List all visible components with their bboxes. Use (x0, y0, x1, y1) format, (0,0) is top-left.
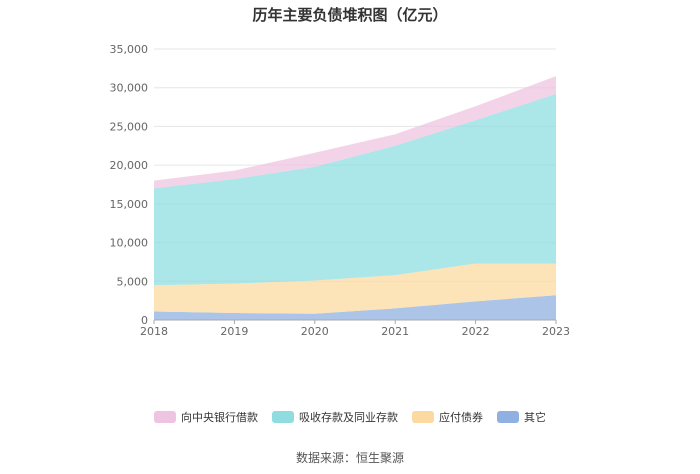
data-source: 数据来源：恒生聚源 (295, 451, 404, 465)
legend-item[interactable]: 应付债券 (412, 409, 483, 425)
x-tick-label: 2021 (381, 325, 409, 338)
legend-swatch (497, 411, 519, 423)
legend-item[interactable]: 其它 (497, 409, 546, 425)
x-tick-label: 2020 (301, 325, 329, 338)
legend-label: 其它 (524, 411, 546, 424)
y-tick-label: 0 (141, 314, 148, 327)
legend: 向中央银行借款 吸收存款及同业存款 应付债券 其它 (0, 409, 700, 425)
y-tick-label: 15,000 (110, 198, 149, 211)
x-tick-label: 2019 (220, 325, 248, 338)
axes: 0 5,000 10,000 15,000 20,000 25,000 30,000 35,0… (110, 43, 571, 338)
x-tick-label: 2022 (462, 325, 490, 338)
y-tick-label: 35,000 (110, 43, 149, 56)
y-tick-label: 30,000 (110, 82, 149, 95)
legend-label: 吸收存款及同业存款 (299, 411, 398, 424)
area-应付债券 (154, 263, 556, 314)
y-tick-label: 25,000 (110, 120, 149, 133)
area-series (154, 76, 556, 320)
area-吸收存款及同业存款 (154, 93, 556, 286)
legend-item[interactable]: 向中央银行借款 (154, 409, 258, 425)
legend-label: 应付债券 (439, 411, 483, 424)
x-tick-label: 2018 (140, 325, 168, 338)
chart-title: 历年主要负债堆积图（亿元） (252, 6, 448, 24)
legend-swatch (154, 411, 176, 423)
area-其它 (154, 295, 556, 320)
legend-swatch (272, 411, 294, 423)
area-向中央银行借款 (154, 76, 556, 189)
legend-label: 向中央银行借款 (181, 411, 258, 424)
legend-item[interactable]: 吸收存款及同业存款 (272, 409, 398, 425)
y-tick-label: 5,000 (117, 275, 149, 288)
legend-swatch (412, 411, 434, 423)
y-tick-label: 10,000 (110, 237, 149, 250)
y-tick-label: 20,000 (110, 159, 149, 172)
x-tick-label: 2023 (542, 325, 570, 338)
